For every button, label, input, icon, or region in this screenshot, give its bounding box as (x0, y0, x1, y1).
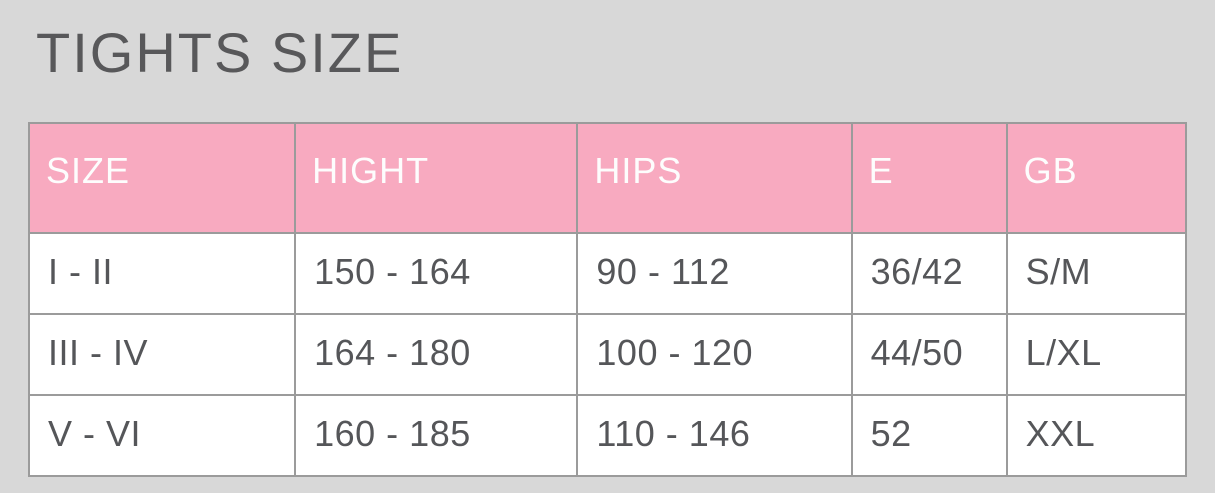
cell-size-range: V - VI (27, 394, 297, 477)
cell-hight: 150 - 164 (294, 232, 579, 315)
cell-e: 44/50 (850, 313, 1008, 396)
cell-size-range: I - II (27, 232, 297, 315)
column-header-e: E (850, 122, 1008, 234)
cell-size-range: III - IV (27, 313, 297, 396)
page-title: TIGHTS SIZE (36, 21, 404, 84)
cell-hips: 110 - 146 (576, 394, 853, 477)
column-header-hips: HIPS (576, 122, 853, 234)
cell-e: 52 (850, 394, 1008, 477)
column-header-gb: GB (1005, 122, 1188, 234)
column-header-size: SIZE (27, 122, 297, 234)
table-row: III - IV 164 - 180 100 - 120 44/50 L/XL (27, 313, 1188, 396)
cell-gb: XXL (1005, 394, 1188, 477)
cell-e: 36/42 (850, 232, 1008, 315)
cell-hips: 100 - 120 (576, 313, 853, 396)
table-row: I - II 150 - 164 90 - 112 36/42 S/M (27, 232, 1188, 315)
table-header-row: SIZE HIGHT HIPS E GB (27, 122, 1188, 234)
cell-gb: L/XL (1005, 313, 1188, 396)
size-chart-table: SIZE HIGHT HIPS E GB I - II 150 - 164 90… (27, 122, 1188, 477)
column-header-hight: HIGHT (294, 122, 579, 234)
cell-hips: 90 - 112 (576, 232, 853, 315)
cell-hight: 160 - 185 (294, 394, 579, 477)
table-row: V - VI 160 - 185 110 - 146 52 XXL (27, 394, 1188, 477)
cell-hight: 164 - 180 (294, 313, 579, 396)
cell-gb: S/M (1005, 232, 1188, 315)
